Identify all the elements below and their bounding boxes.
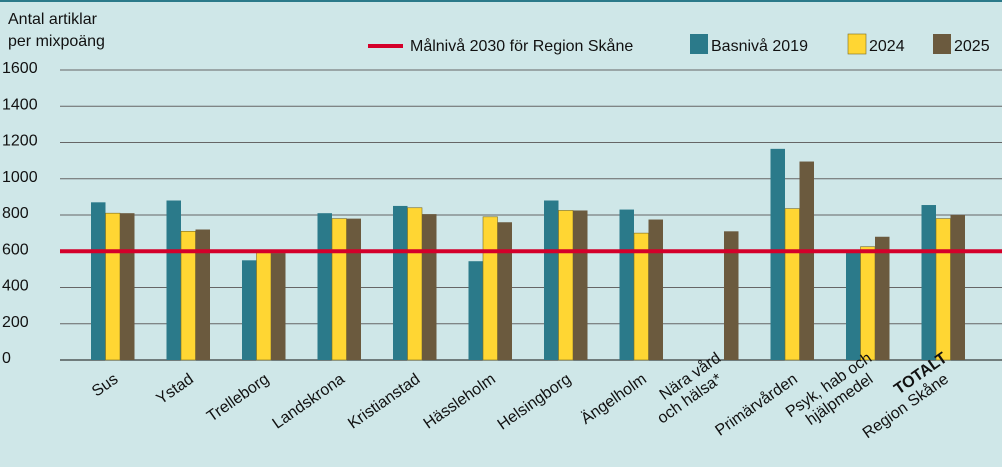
- legend-label: Målnivå 2030 för Region Skåne: [410, 37, 633, 55]
- y-axis-title: Antal artiklar: [8, 11, 98, 28]
- bar: [497, 222, 512, 360]
- bar: [242, 260, 257, 360]
- y-tick-label: 400: [2, 278, 29, 295]
- y-tick-label: 600: [2, 241, 29, 258]
- y-tick-label: 0: [2, 350, 11, 367]
- bar: [799, 161, 814, 360]
- bar: [105, 212, 121, 361]
- bar: [770, 148, 785, 360]
- bar: [256, 250, 272, 361]
- top-border: [0, 0, 1002, 2]
- y-tick-label: 1400: [2, 96, 38, 113]
- legend-swatch: [847, 33, 867, 55]
- bar: [422, 214, 437, 360]
- bar: [468, 261, 483, 360]
- y-tick-label: 200: [2, 314, 29, 331]
- legend-label: 2025: [954, 38, 990, 55]
- bar: [331, 218, 347, 361]
- legend-label: Basnivå 2019: [711, 37, 808, 55]
- y-tick-label: 1000: [2, 169, 38, 186]
- bar: [120, 213, 135, 360]
- legend-label: 2024: [869, 38, 905, 55]
- bar: [317, 213, 332, 360]
- bar: [195, 229, 210, 360]
- bar: [407, 207, 423, 361]
- bar: [935, 218, 951, 361]
- bar: [271, 253, 286, 360]
- bar: [573, 210, 588, 360]
- bar: [875, 236, 890, 360]
- bar: [166, 200, 181, 360]
- bar: [393, 205, 408, 360]
- y-tick-label: 1200: [2, 133, 38, 150]
- bar: [91, 202, 106, 360]
- bar: [784, 208, 800, 361]
- bar: [950, 215, 965, 360]
- y-tick-label: 800: [2, 205, 29, 222]
- bar: [619, 209, 634, 360]
- bar: [921, 205, 936, 360]
- bar: [860, 246, 876, 361]
- bar: [346, 218, 361, 360]
- bar: [482, 216, 498, 361]
- y-axis-title: per mixpoäng: [8, 33, 105, 50]
- bar: [648, 219, 663, 360]
- bar: [558, 210, 574, 361]
- bar: [846, 251, 861, 360]
- legend-swatch: [690, 34, 708, 54]
- legend-swatch: [933, 34, 951, 54]
- y-tick-label: 1600: [2, 60, 38, 77]
- bar: [544, 200, 559, 360]
- bar: [724, 231, 739, 360]
